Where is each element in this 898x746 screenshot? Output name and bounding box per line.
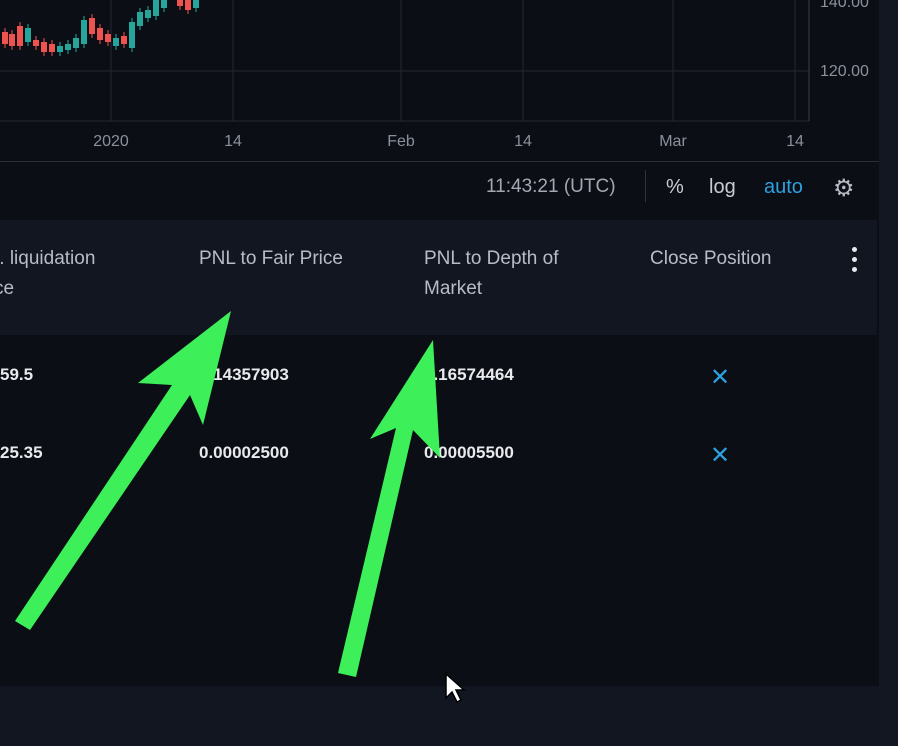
candle-body bbox=[33, 40, 39, 46]
candle-body bbox=[41, 42, 47, 52]
price-axis-label: 120.00 bbox=[820, 63, 869, 80]
time-axis-label: Feb bbox=[387, 133, 415, 150]
candle-body bbox=[89, 18, 95, 34]
panel-border bbox=[879, 0, 898, 746]
table-footer bbox=[0, 686, 879, 746]
toolbar-divider bbox=[645, 170, 646, 202]
candle-body bbox=[73, 38, 79, 48]
time-axis-label: 14 bbox=[786, 133, 804, 150]
pnl-depth-cell: 0.16574464 bbox=[424, 365, 514, 384]
pnl-depth-cell: 0.00005500 bbox=[424, 443, 514, 462]
candle-body bbox=[57, 46, 63, 52]
positions-table-body: 59.5 0.14357903 0.16574464 ✕ 25.35 0.000… bbox=[0, 335, 879, 685]
column-header-liquidation-price[interactable]: t. liquidation ce bbox=[0, 244, 95, 304]
time-axis-label: 14 bbox=[224, 133, 242, 150]
candle-body bbox=[97, 28, 103, 40]
candle-body bbox=[17, 26, 23, 46]
close-position-icon[interactable]: ✕ bbox=[710, 364, 731, 391]
candle-body bbox=[49, 44, 55, 52]
header-text: ce bbox=[0, 278, 15, 299]
candle-body bbox=[2, 32, 8, 44]
log-scale-button[interactable]: log bbox=[709, 176, 736, 198]
liquidation-price-cell: 59.5 bbox=[0, 365, 34, 384]
candle-body bbox=[65, 44, 71, 50]
candle-body bbox=[153, 0, 159, 16]
candle-body bbox=[9, 34, 15, 46]
auto-scale-button[interactable]: auto bbox=[764, 176, 803, 198]
candle-body bbox=[193, 0, 199, 8]
close-position-icon[interactable]: ✕ bbox=[710, 442, 731, 469]
candle-body bbox=[161, 0, 167, 8]
utc-clock: 11:43:21 (UTC) bbox=[486, 176, 616, 197]
chart-canvas bbox=[0, 0, 810, 122]
header-text: PNL to Depth of bbox=[424, 248, 559, 269]
candle-body bbox=[105, 34, 111, 42]
time-axis-label: 14 bbox=[514, 133, 532, 150]
chart-toolbar: 11:43:21 (UTC) % log auto ⚙ bbox=[0, 161, 879, 214]
liquidation-price-cell: 25.35 bbox=[0, 443, 43, 462]
column-header-pnl-depth-of-market[interactable]: PNL to Depth of Market bbox=[424, 244, 594, 304]
candle-body bbox=[177, 0, 183, 6]
candle-body bbox=[185, 0, 191, 10]
time-axis-label: Mar bbox=[659, 133, 687, 150]
candle-body bbox=[121, 36, 127, 44]
gear-icon[interactable]: ⚙ bbox=[833, 175, 855, 202]
candle-body bbox=[129, 22, 135, 48]
pnl-fair-price-cell: 0.00002500 bbox=[199, 443, 289, 462]
mouse-cursor-icon bbox=[445, 672, 466, 704]
price-chart[interactable]: 140.00 120.00 2020 14 Feb 14 Mar 14 bbox=[0, 0, 898, 160]
candle-body bbox=[113, 38, 119, 46]
table-row: 59.5 0.14357903 0.16574464 ✕ bbox=[0, 335, 879, 413]
header-text: Market bbox=[424, 278, 483, 299]
candle-body bbox=[81, 20, 87, 44]
positions-table-header: t. liquidation ce PNL to Fair Price PNL … bbox=[0, 220, 877, 335]
price-axis-label: 140.00 bbox=[820, 0, 869, 11]
column-header-close-position[interactable]: Close Position bbox=[650, 248, 772, 269]
column-header-pnl-fair-price[interactable]: PNL to Fair Price bbox=[199, 248, 343, 269]
pnl-fair-price-cell: 0.14357903 bbox=[199, 365, 289, 384]
table-row: 25.35 0.00002500 0.00005500 ✕ bbox=[0, 413, 879, 491]
more-options-icon[interactable] bbox=[846, 247, 862, 275]
percent-scale-button[interactable]: % bbox=[666, 176, 684, 198]
time-axis-label: 2020 bbox=[93, 133, 129, 150]
candle-body bbox=[25, 28, 31, 42]
candle-body bbox=[145, 10, 151, 18]
header-text: t. liquidation bbox=[0, 248, 96, 269]
candle-body bbox=[137, 12, 143, 26]
